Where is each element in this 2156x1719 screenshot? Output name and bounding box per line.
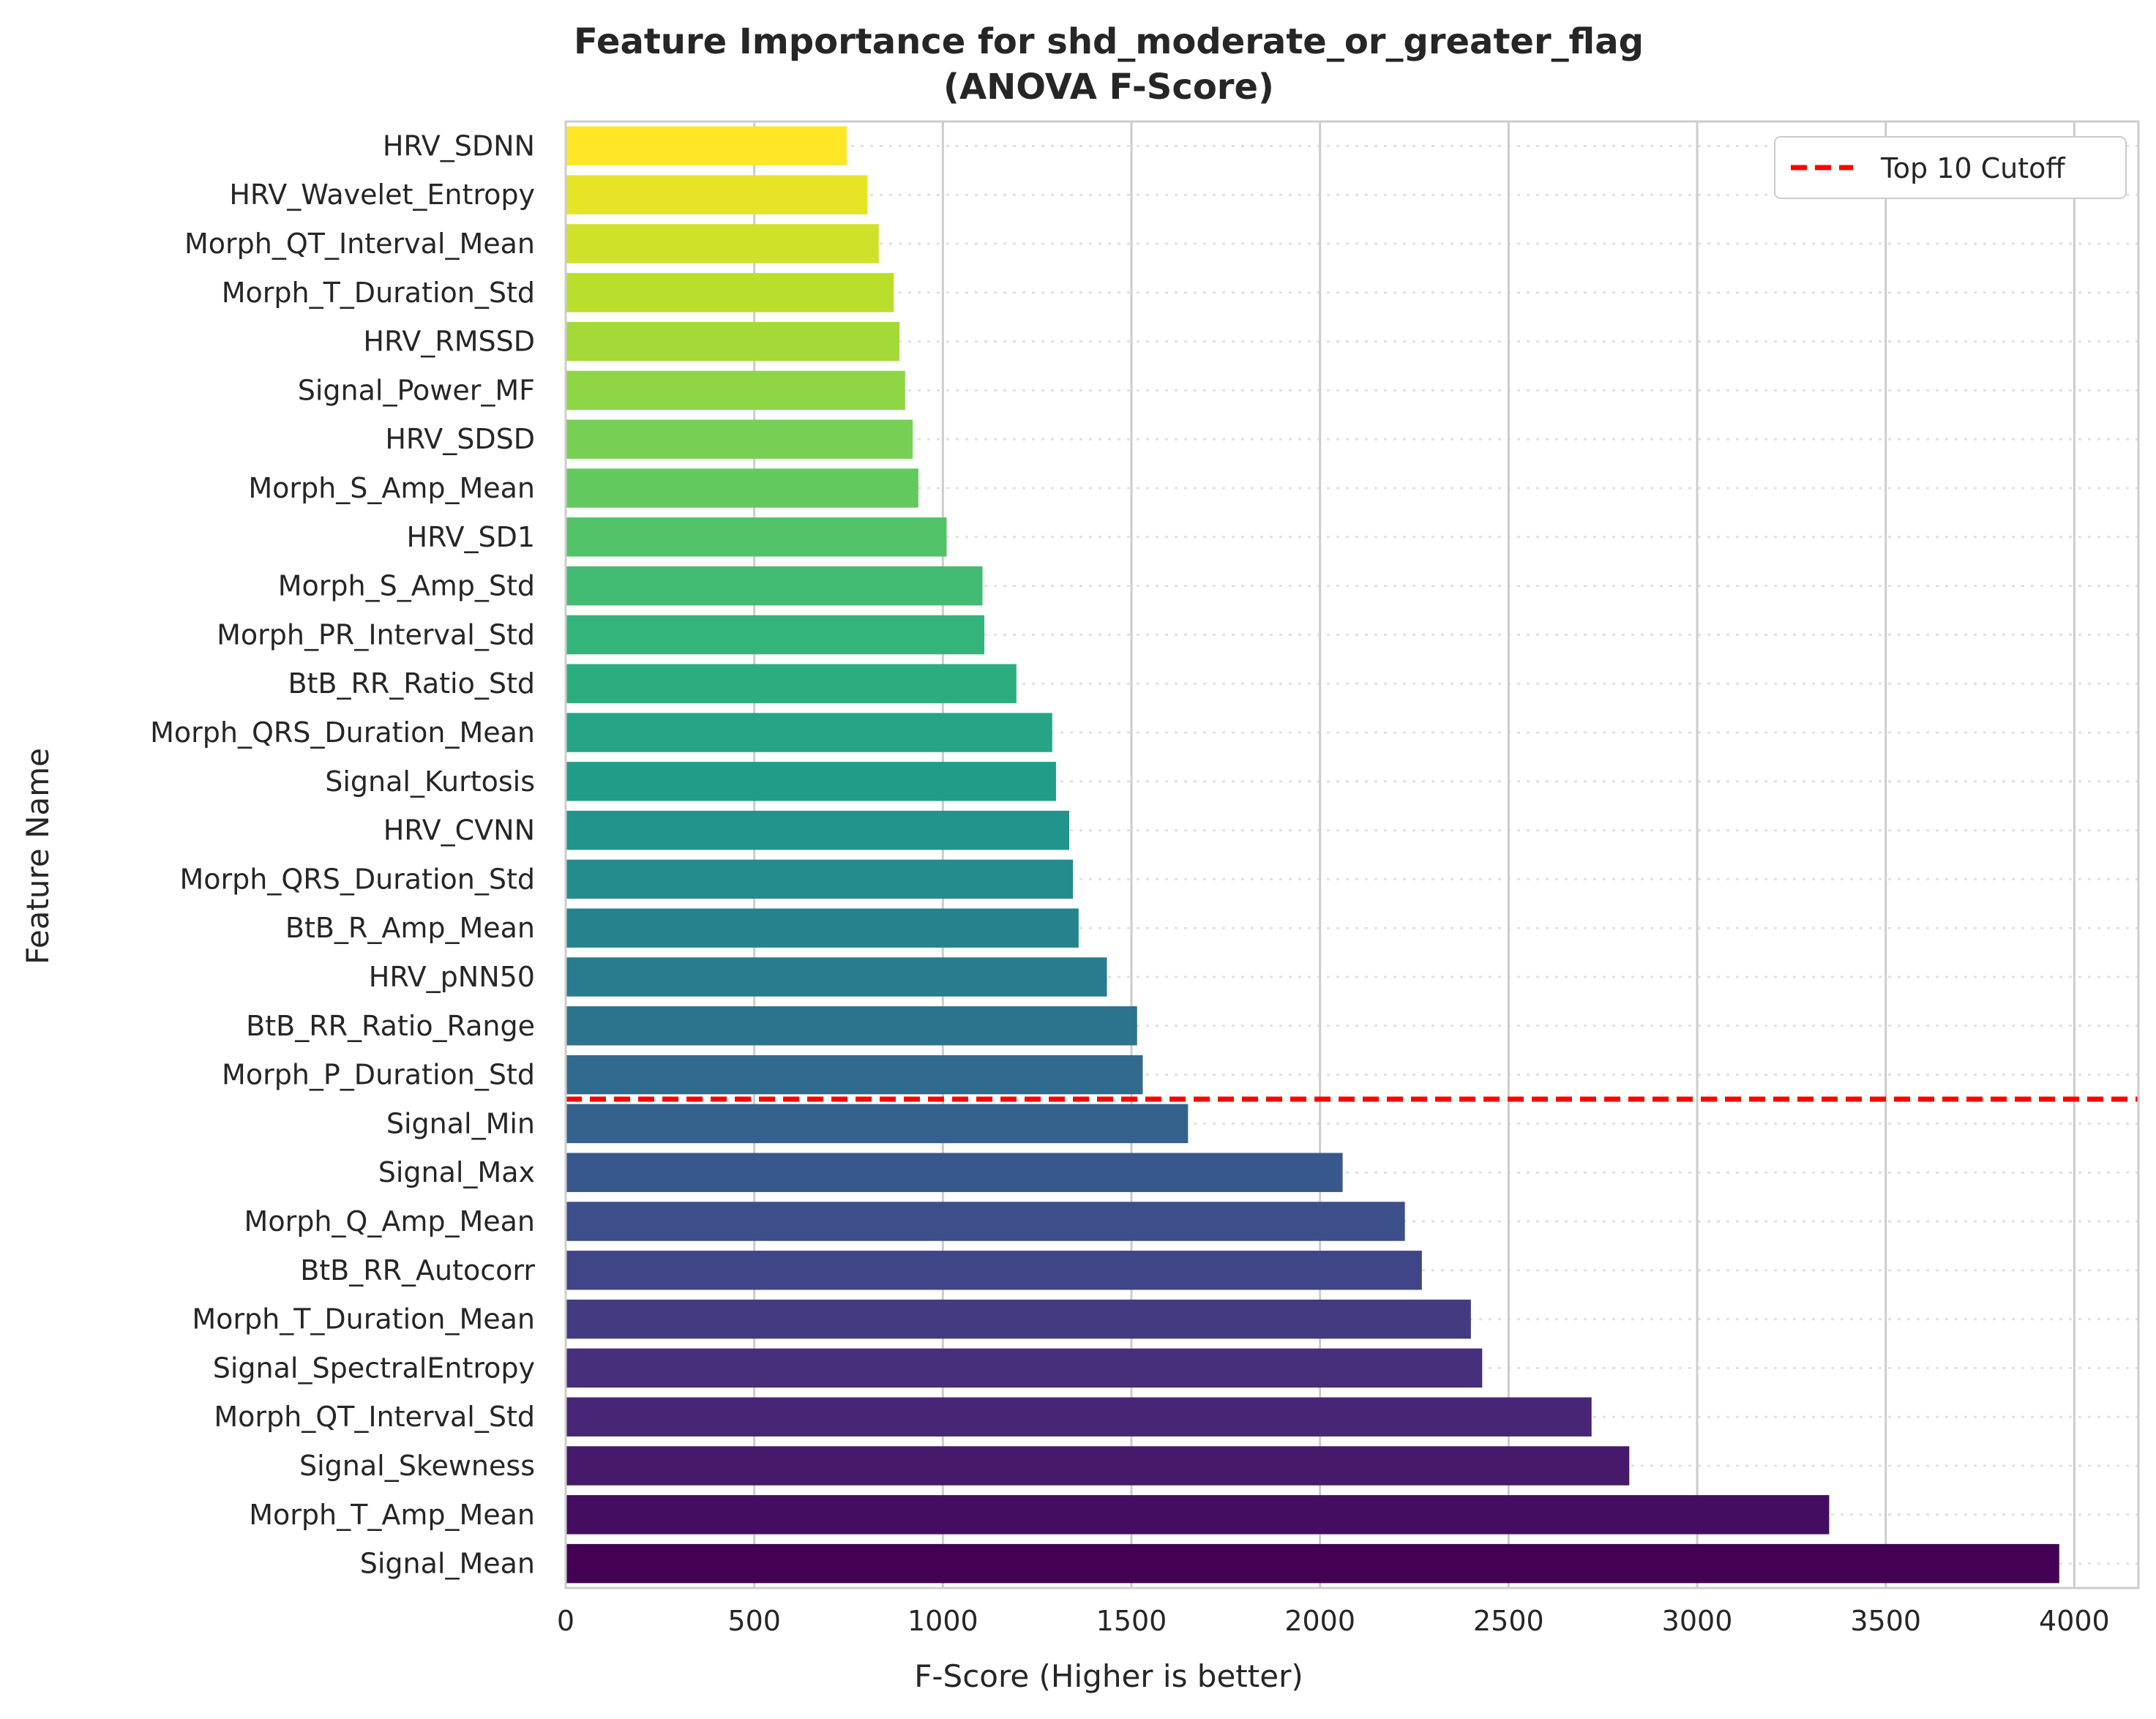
- y-tick-label: Morph_QRS_Duration_Mean: [150, 716, 535, 749]
- y-tick-label: Morph_T_Amp_Mean: [249, 1499, 535, 1531]
- bar: [566, 273, 894, 312]
- y-tick-labels: HRV_SDNN HRV_Wavelet_Entropy Morph_QT_Inte…: [150, 130, 535, 1579]
- y-tick-label: BtB_RR_Ratio_Std: [288, 667, 535, 700]
- bar: [566, 859, 1074, 899]
- x-axis-title: F-Score (Higher is better): [914, 1658, 1303, 1694]
- y-tick-label: Morph_T_Duration_Std: [222, 277, 535, 309]
- x-tick-label: 1000: [907, 1605, 978, 1637]
- y-tick-label: BtB_R_Amp_Mean: [285, 912, 535, 944]
- y-tick-label: Morph_QT_Interval_Mean: [184, 228, 535, 260]
- y-tick-label: Signal_Power_MF: [298, 374, 535, 406]
- bar: [566, 908, 1079, 948]
- y-tick-label: HRV_SD1: [407, 521, 535, 553]
- bar: [566, 1299, 1471, 1339]
- x-tick-label: 3000: [1662, 1605, 1733, 1637]
- bar: [566, 810, 1069, 850]
- bar: [566, 615, 985, 655]
- grid-layer: [566, 121, 2138, 1588]
- y-tick-label: Morph_QT_Interval_Std: [214, 1401, 535, 1433]
- y-axis-title: Feature Name: [20, 748, 56, 965]
- plot-frame: [564, 120, 2140, 1589]
- bar: [566, 1495, 1830, 1535]
- y-tick-label: Signal_Kurtosis: [325, 765, 535, 798]
- bar: [566, 517, 947, 557]
- y-tick-label: HRV_CVNN: [383, 814, 535, 847]
- legend: Top 10 Cutoff: [1774, 136, 2127, 199]
- bar: [566, 1348, 1483, 1388]
- y-tick-label: HRV_SDNN: [383, 130, 535, 162]
- y-tick-label: HRV_Wavelet_Entropy: [229, 179, 535, 211]
- bar: [566, 1202, 1405, 1241]
- y-tick-label: Signal_Skewness: [299, 1450, 535, 1482]
- y-tick-label: BtB_RR_Autocorr: [300, 1254, 535, 1287]
- y-tick-label: HRV_pNN50: [369, 961, 535, 993]
- bar: [566, 1153, 1343, 1192]
- bar: [566, 762, 1056, 801]
- bar: [566, 1543, 2059, 1584]
- x-tick-label: 0: [557, 1605, 574, 1637]
- bar: [566, 1251, 1422, 1290]
- bar: [566, 175, 868, 214]
- bar: [566, 126, 847, 166]
- bar: [566, 957, 1107, 997]
- x-tick-label: 500: [727, 1605, 781, 1637]
- bar: [566, 713, 1052, 752]
- bar: [566, 566, 983, 606]
- y-tick-label: Morph_S_Amp_Mean: [248, 472, 535, 504]
- bar: [566, 1104, 1189, 1144]
- bar: [566, 1446, 1630, 1486]
- bar: [566, 321, 900, 362]
- bar: [566, 224, 879, 263]
- bar-layer: [566, 126, 2059, 1584]
- y-tick-label: Morph_S_Amp_Std: [278, 570, 535, 602]
- y-tick-label: Morph_QRS_Duration_Std: [180, 863, 535, 895]
- y-tick-label: BtB_RR_Ratio_Range: [246, 1010, 535, 1042]
- bar: [566, 664, 1017, 703]
- y-tick-label: Morph_PR_Interval_Std: [217, 618, 535, 651]
- bar: [566, 1006, 1137, 1046]
- y-tick-label: Morph_T_Duration_Mean: [192, 1303, 535, 1336]
- x-tick-labels: 0 500 1000 1500 2000 2500 3000 3500 4000: [557, 1605, 2110, 1637]
- bar: [566, 1397, 1592, 1437]
- x-tick-label: 4000: [2039, 1605, 2110, 1637]
- y-tick-label: Signal_Min: [386, 1107, 535, 1139]
- y-tick-label: Signal_SpectralEntropy: [213, 1352, 535, 1384]
- x-tick-label: 1500: [1096, 1605, 1167, 1637]
- x-tick-label: 2000: [1284, 1605, 1355, 1637]
- y-tick-label: Signal_Mean: [360, 1548, 535, 1580]
- y-tick-label: HRV_SDSD: [385, 423, 535, 455]
- chart-subtitle: (ANOVA F-Score): [943, 67, 1274, 108]
- legend-box: [1774, 136, 2127, 199]
- x-tick-label: 2500: [1473, 1605, 1544, 1637]
- y-tick-label: Morph_Q_Amp_Mean: [244, 1205, 535, 1237]
- y-tick-label: HRV_RMSSD: [363, 326, 535, 358]
- bar: [566, 370, 905, 411]
- y-tick-label: Morph_P_Duration_Std: [222, 1059, 535, 1091]
- legend-cutoff-label: Top 10 Cutoff: [1880, 152, 2065, 184]
- y-tick-label: Signal_Max: [378, 1156, 535, 1188]
- bar: [566, 468, 918, 508]
- x-tick-label: 3500: [1850, 1605, 1921, 1637]
- bar: [566, 1055, 1143, 1095]
- bar: [566, 419, 913, 459]
- chart-title: Feature Importance for shd_moderate_or_g…: [574, 21, 1644, 62]
